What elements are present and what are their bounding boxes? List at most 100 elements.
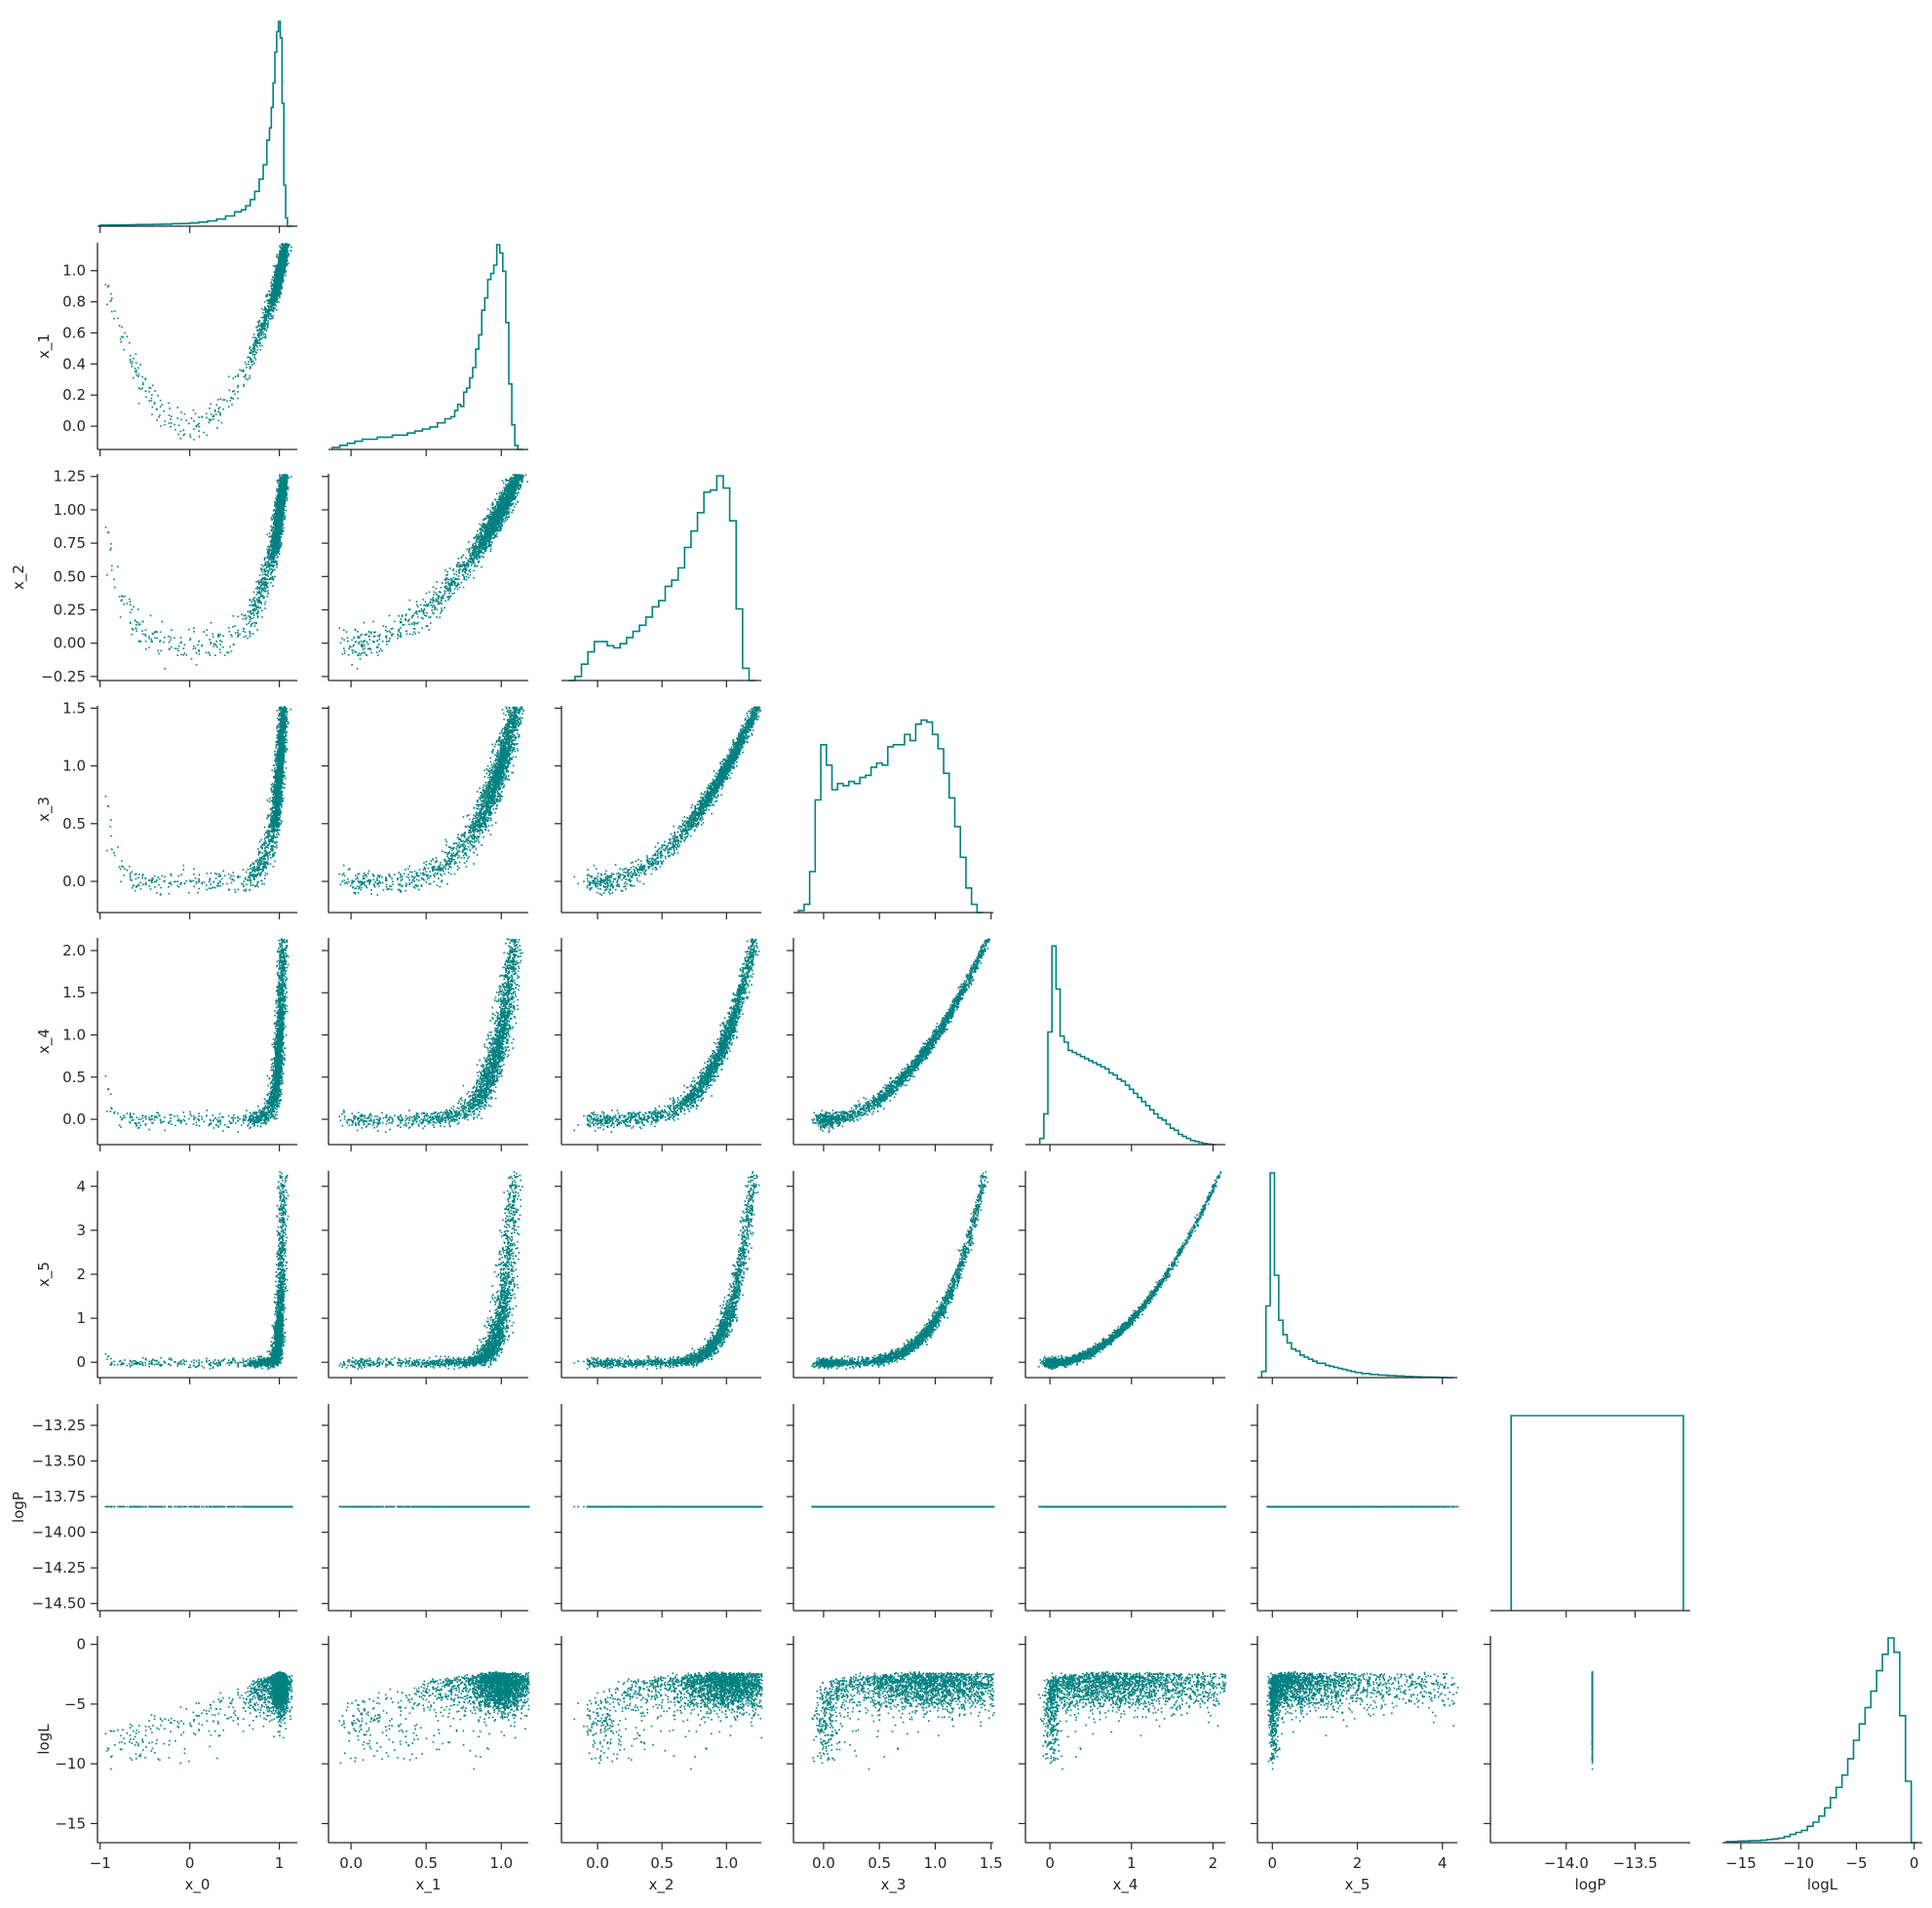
scatter-point <box>233 398 235 400</box>
scatter-point <box>266 331 268 332</box>
scatter-point <box>216 427 218 429</box>
scatter-point <box>170 418 172 420</box>
scatter-point <box>256 346 258 348</box>
scatter-point <box>264 301 266 303</box>
scatter-point <box>237 398 239 400</box>
scatter-point <box>246 378 248 380</box>
scatter-point <box>152 407 154 409</box>
scatter-point <box>132 366 134 368</box>
scatter-point <box>185 420 187 422</box>
scatter-point <box>219 413 221 415</box>
scatter-point <box>255 359 257 361</box>
scatter-point <box>250 352 251 354</box>
scatter-point <box>151 400 153 402</box>
scatter-point <box>228 406 230 408</box>
scatter-point <box>209 408 211 409</box>
scatter-point <box>142 384 144 386</box>
scatter-panel-x_0-vs-x_1: 0.00.20.40.60.81.0x_1 <box>35 243 297 456</box>
scatter-point <box>123 349 125 351</box>
scatter-point <box>117 318 119 320</box>
scatter-point <box>124 332 126 334</box>
scatter-point <box>171 422 173 424</box>
scatter-point <box>258 323 260 325</box>
scatter-point <box>248 361 250 363</box>
scatter-point <box>130 362 132 364</box>
scatter-point <box>178 425 180 427</box>
scatter-point <box>198 430 200 432</box>
scatter-point <box>268 317 270 319</box>
scatter-point <box>215 413 217 415</box>
scatter-point <box>239 370 241 371</box>
scatter-point <box>154 403 156 405</box>
scatter-point <box>156 419 158 421</box>
scatter-point <box>130 359 132 361</box>
hist-panel-x_0 <box>97 21 297 233</box>
scatter-point <box>169 414 171 416</box>
scatter-point <box>277 254 279 256</box>
scatter-point <box>162 404 164 406</box>
scatter-point <box>238 385 240 387</box>
scatter-point <box>290 247 292 249</box>
scatter-point <box>253 363 255 365</box>
scatter-point <box>121 327 123 329</box>
scatter-point <box>253 342 255 344</box>
scatter-point <box>268 291 270 292</box>
scatter-point <box>180 431 182 433</box>
scatter-point <box>160 400 162 402</box>
scatter-point <box>244 384 246 386</box>
scatter-point <box>188 423 190 425</box>
scatter-point <box>251 364 253 366</box>
scatter-point <box>151 413 153 415</box>
scatter-point <box>278 301 280 303</box>
scatter-point <box>226 401 228 403</box>
scatter-point <box>114 311 116 313</box>
scatter-point <box>244 376 246 378</box>
scatter-point <box>140 388 142 390</box>
scatter-point <box>151 394 153 396</box>
scatter-point <box>237 386 239 388</box>
scatter-point <box>170 426 172 428</box>
scatter-point <box>272 318 274 320</box>
scatter-point <box>211 413 213 415</box>
scatter-point <box>198 426 200 428</box>
scatter-point <box>219 398 221 400</box>
scatter-point <box>259 343 261 345</box>
scatter-point <box>120 338 122 340</box>
scatter-point <box>174 424 175 426</box>
scatter-point <box>157 395 159 397</box>
scatter-point <box>279 245 281 247</box>
scatter-point <box>246 364 248 366</box>
scatter-point <box>130 355 132 357</box>
scatter-point <box>272 315 274 317</box>
scatter-point <box>249 377 251 379</box>
scatter-point <box>193 428 195 430</box>
scatter-point <box>219 414 221 416</box>
scatter-point <box>234 394 236 396</box>
scatter-point <box>215 405 217 407</box>
scatter-point <box>174 429 176 431</box>
scatter-point <box>136 374 138 376</box>
scatter-point <box>245 362 247 364</box>
scatter-point <box>217 399 219 401</box>
scatter-point <box>195 412 197 414</box>
scatter-point <box>127 335 129 337</box>
scatter-point <box>263 309 265 311</box>
scatter-point <box>222 399 224 401</box>
scatter-point <box>129 342 131 344</box>
scatter-point <box>281 288 283 290</box>
scatter-point <box>150 387 152 389</box>
scatter-point <box>238 391 240 393</box>
scatter-point <box>111 311 113 313</box>
scatter-point <box>250 346 251 348</box>
scatter-point <box>183 430 185 432</box>
scatter-point <box>214 410 216 412</box>
scatter-point <box>106 304 108 306</box>
scatter-point <box>265 326 267 328</box>
scatter-point <box>270 313 272 315</box>
scatter-point <box>261 345 263 347</box>
scatter-point <box>254 354 256 356</box>
scatter-point <box>259 345 261 347</box>
scatter-points-x_0-vs-x_1 <box>105 243 292 441</box>
histogram-x_0 <box>100 21 293 226</box>
